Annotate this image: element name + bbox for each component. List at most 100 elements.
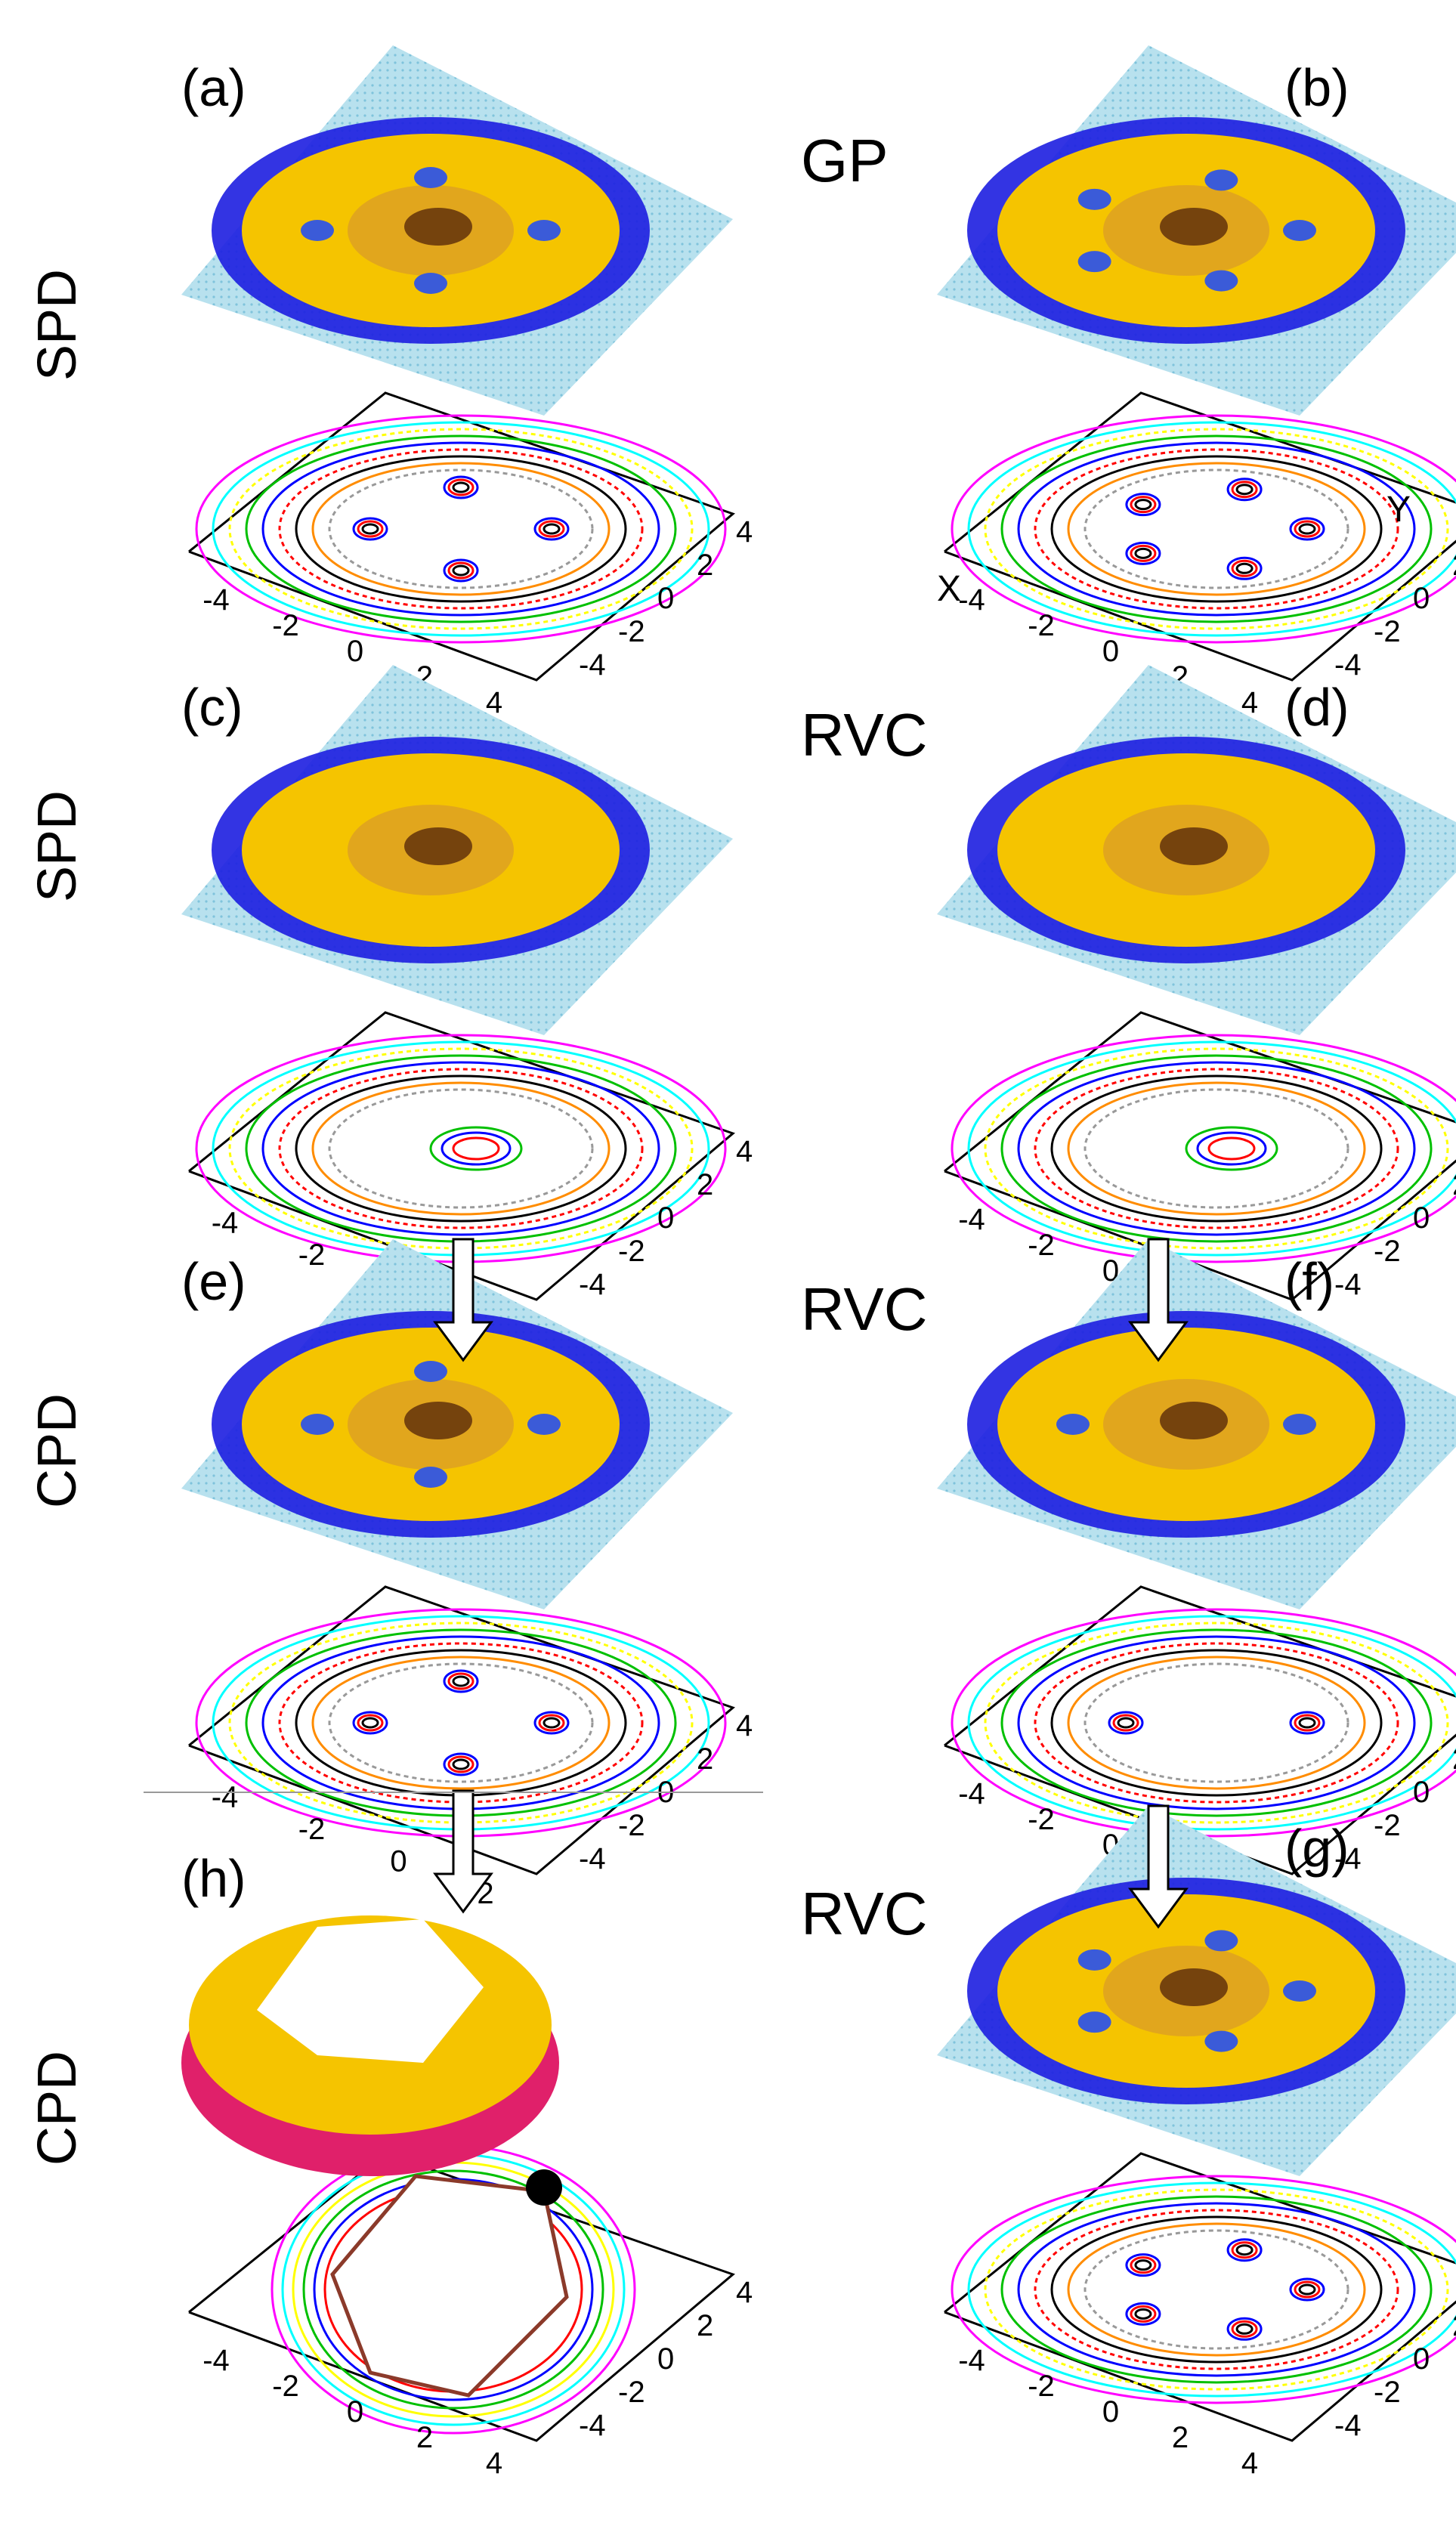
x-tick-label: -4 — [212, 1206, 239, 1239]
vortex-contour — [1130, 544, 1157, 562]
vortex-dip — [414, 273, 447, 294]
contour-line — [1034, 1068, 1399, 1229]
vortex-contour — [533, 517, 570, 541]
vortex-dip — [1077, 1949, 1111, 1971]
row-label: CPD — [27, 2051, 88, 2166]
vortex-contour — [1125, 2253, 1161, 2277]
contour-line — [1067, 2222, 1366, 2357]
y-tick-label: 2 — [1452, 2309, 1456, 2342]
arrow-shape — [433, 1238, 493, 1362]
arrow-icon — [433, 1789, 493, 1914]
vortex-contour — [443, 558, 479, 583]
vortex-dip — [301, 1414, 334, 1435]
vortex-contour — [543, 1717, 561, 1729]
panel-label: (d) — [1284, 678, 1349, 737]
x-tick-label: 0 — [1102, 2395, 1119, 2429]
contour-line — [311, 1656, 611, 1790]
vortex-contour — [352, 517, 388, 541]
vortex-dip — [1204, 1930, 1238, 1952]
x-tick-label: 4 — [1241, 686, 1258, 719]
contour-line — [1067, 1656, 1366, 1790]
y-tick-label: 4 — [736, 1709, 753, 1742]
surface-hole — [257, 1919, 484, 2063]
vortex-dip — [527, 1414, 561, 1435]
vortex-contour — [447, 1755, 475, 1773]
vortex-dip — [1056, 1414, 1090, 1435]
contour-line — [261, 1635, 660, 1810]
contour-line — [1083, 1088, 1349, 1209]
vortex-contour — [447, 478, 475, 496]
vortex-contour — [361, 523, 379, 535]
contour-line — [228, 1047, 694, 1250]
y-tick-label: -4 — [1334, 648, 1362, 682]
y-tick-label: 0 — [657, 2342, 674, 2376]
contour-plane-frame — [944, 391, 1456, 682]
contour-line — [1017, 1061, 1416, 1236]
contour-line — [951, 1034, 1456, 1263]
contour-line — [295, 455, 627, 603]
vortex-contour — [1130, 2256, 1157, 2274]
contour-lines — [195, 1608, 727, 1838]
x-tick-label: -2 — [1028, 1229, 1055, 1262]
surface-core — [404, 1402, 472, 1439]
y-tick-label: 0 — [1413, 1776, 1430, 1809]
vortex-dip — [1204, 2030, 1238, 2052]
contour-lines — [195, 1034, 727, 1263]
contour-lines — [270, 2144, 636, 2435]
contour-line — [1083, 468, 1349, 589]
row-label: SPD — [27, 790, 88, 902]
y-tick-label: 2 — [1452, 1168, 1456, 1201]
surface-core — [404, 208, 472, 246]
vortex-dip — [1204, 270, 1238, 292]
y-tick-label: 0 — [657, 582, 674, 615]
vortex-contour — [361, 1717, 379, 1729]
x-tick-label: -2 — [298, 1813, 326, 1846]
density-surface — [937, 1806, 1456, 2176]
arrow-shape — [1128, 1238, 1189, 1362]
vortex-dip — [527, 220, 561, 241]
contour-line — [295, 1074, 627, 1223]
axis-x-label: X — [937, 569, 961, 609]
vortex-contour — [543, 523, 561, 535]
vortex-contour — [1235, 484, 1254, 496]
y-tick-label: -2 — [1374, 2376, 1401, 2409]
vortex-dip — [1077, 251, 1111, 273]
x-tick-label: 0 — [1102, 635, 1119, 668]
vortex-contour — [1294, 2280, 1321, 2299]
vortex-dip — [1283, 1980, 1316, 2002]
vortex-dip — [1283, 1414, 1316, 1435]
x-tick-label: -4 — [958, 2344, 985, 2377]
contour-line — [1034, 448, 1399, 610]
panel-label: (e) — [181, 1252, 246, 1311]
vortex-contour — [1125, 541, 1161, 565]
y-tick-label: -4 — [579, 1268, 606, 1301]
y-tick-label: -4 — [579, 648, 606, 682]
contour-line — [1050, 455, 1383, 603]
contour-line — [311, 1081, 611, 1216]
vortex-contour — [1226, 2238, 1263, 2262]
vortex-contour — [1226, 478, 1263, 502]
density-surface — [937, 1239, 1456, 1609]
contour-line — [1050, 2215, 1383, 2364]
arrow-icon — [1128, 1804, 1189, 1929]
contour-line — [311, 462, 611, 596]
x-tick-label: -2 — [272, 609, 299, 642]
surface-core — [1160, 827, 1228, 865]
y-tick-label: 0 — [657, 1201, 674, 1235]
vortex-contour — [533, 1711, 570, 1735]
vortex-contour — [1235, 2323, 1254, 2335]
y-tick-label: -2 — [1374, 1809, 1401, 1842]
y-tick-label: -2 — [1374, 615, 1401, 648]
contour-line — [1000, 1054, 1433, 1243]
vortex-contour — [1231, 2320, 1258, 2338]
core-contour — [429, 1126, 523, 1171]
method-label: RVC — [801, 701, 927, 768]
contour-line — [330, 2174, 569, 2398]
y-tick-label: -2 — [618, 1809, 645, 1842]
